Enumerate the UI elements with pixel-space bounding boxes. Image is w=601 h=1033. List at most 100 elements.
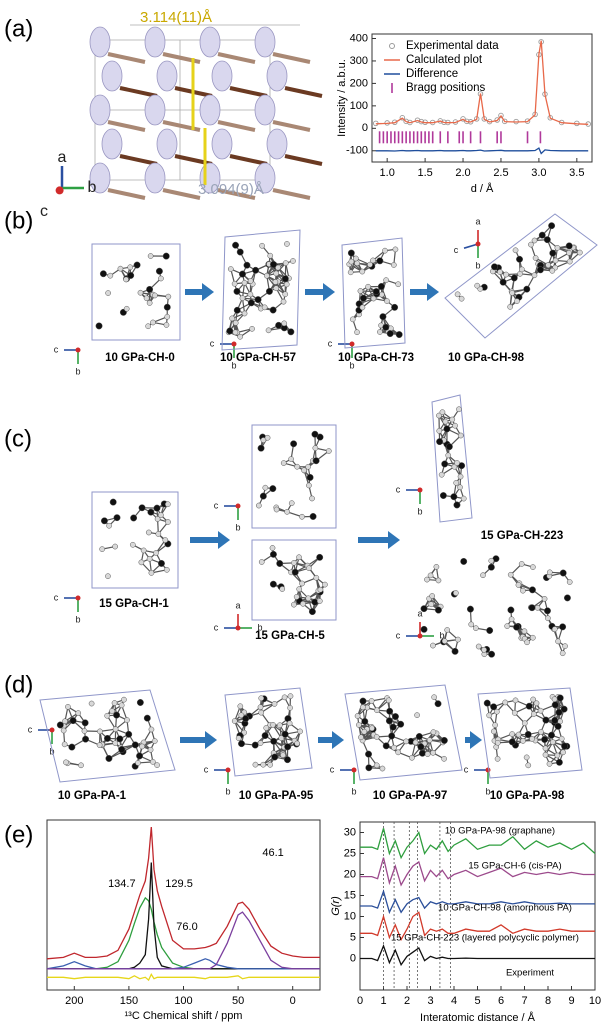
atom	[100, 271, 106, 277]
atom	[259, 243, 264, 248]
atom	[113, 727, 118, 732]
atom	[567, 579, 572, 584]
atom	[312, 599, 318, 605]
atom	[452, 423, 457, 428]
atom	[360, 305, 365, 310]
bond-rod	[273, 190, 310, 198]
atom	[307, 474, 313, 480]
y-tick-label: 5	[350, 931, 356, 943]
atom	[360, 705, 365, 710]
atom	[441, 737, 447, 743]
axis-letter: c	[454, 245, 459, 255]
axis-origin	[418, 634, 423, 639]
structure-label: 10 GPa-CH-98	[448, 352, 525, 364]
atom	[147, 556, 152, 561]
panel-label: (a)	[4, 15, 33, 42]
atom	[529, 605, 535, 611]
structure-label: 15 GPa-CH-1	[99, 598, 169, 610]
step-arrow-head	[388, 531, 400, 549]
x-tick-label: 6	[498, 995, 504, 1007]
atom	[526, 703, 532, 709]
atom	[445, 627, 450, 632]
atom	[297, 729, 302, 734]
atom	[508, 572, 513, 577]
atom	[309, 496, 314, 501]
atom-ellipsoid	[145, 95, 165, 125]
atom	[260, 493, 266, 499]
atom	[512, 710, 517, 715]
atom-ellipsoid	[212, 129, 232, 159]
axis-dot	[56, 186, 64, 194]
atom	[396, 750, 401, 755]
atom	[272, 701, 277, 706]
atom	[282, 276, 288, 282]
bond-rod	[163, 190, 200, 198]
atom	[373, 288, 379, 294]
axis-origin	[76, 348, 81, 353]
atom	[301, 468, 306, 473]
atom	[552, 627, 557, 632]
atom	[69, 744, 75, 750]
atom	[281, 299, 286, 304]
atom	[497, 269, 502, 274]
y-tick-label: 300	[350, 55, 368, 67]
atom	[310, 513, 316, 519]
atom	[265, 435, 270, 440]
series-line	[360, 946, 595, 965]
distance-label: 3.114(11)Å	[140, 9, 212, 26]
atom	[380, 313, 386, 319]
atom	[258, 740, 263, 745]
atom	[435, 701, 441, 707]
atom	[356, 722, 361, 727]
atom	[431, 730, 436, 735]
atom	[560, 750, 565, 755]
atom	[294, 594, 299, 599]
axis-letter: c	[40, 203, 48, 220]
atom	[238, 334, 243, 339]
x-tick-label: 9	[568, 995, 574, 1007]
atom	[105, 713, 110, 718]
atom	[430, 643, 435, 648]
y-tick-label: 400	[350, 32, 368, 44]
atom	[270, 307, 276, 313]
atom	[119, 746, 125, 752]
atom	[543, 746, 548, 751]
peak-label: 129.5	[165, 878, 193, 890]
atom	[458, 433, 463, 438]
atom	[489, 558, 494, 563]
atom	[107, 523, 112, 528]
atom	[228, 266, 233, 271]
axis-letter: c	[214, 500, 219, 510]
atom	[289, 501, 294, 506]
atom	[113, 741, 118, 746]
atom	[362, 729, 367, 734]
atom	[242, 280, 247, 285]
atom	[566, 250, 571, 255]
atom	[134, 262, 140, 268]
step-arrow-head	[323, 283, 335, 301]
atom	[248, 300, 254, 306]
atom	[508, 304, 513, 309]
atom	[500, 279, 506, 285]
axis-letter: c	[54, 592, 59, 602]
axis-letter: b	[75, 366, 80, 376]
y-tick-label: 25	[344, 847, 356, 859]
atom	[386, 718, 392, 724]
atom	[358, 735, 363, 740]
atom	[300, 601, 305, 606]
atom	[291, 560, 296, 565]
atom	[377, 258, 383, 264]
atom	[284, 241, 289, 246]
atom	[146, 530, 151, 535]
atom	[259, 696, 264, 701]
atom	[112, 700, 117, 705]
axis-letter: c	[54, 344, 59, 354]
structure-label: 10 GPa-PA-97	[373, 790, 448, 802]
axis-origin	[350, 342, 355, 347]
atom	[538, 729, 543, 734]
atom	[296, 555, 301, 560]
atom	[238, 740, 244, 746]
atom	[253, 762, 258, 767]
structure-label: 15 GPa-CH-223	[481, 530, 563, 542]
y-tick-label: 0	[362, 122, 368, 134]
